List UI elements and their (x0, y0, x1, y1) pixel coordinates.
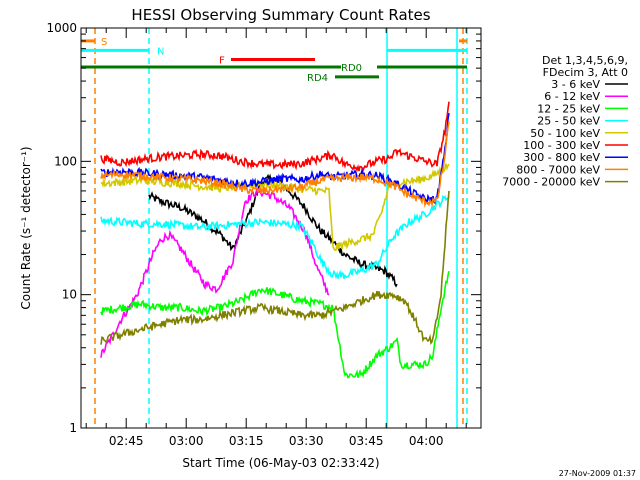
y-tick-label: 10 (62, 288, 77, 302)
flag-label: F (219, 56, 225, 67)
series-line (100, 194, 450, 280)
timestamp-stamp: 27-Nov-2009 01:37 (559, 469, 636, 478)
y-tick-label: 1000 (46, 21, 77, 35)
legend-entry: 6 - 12 keV (544, 90, 600, 103)
y-axis-title: Count Rate (s⁻¹ detector⁻¹) (19, 146, 33, 309)
legend-entry: 7000 - 20000 keV (502, 176, 600, 189)
y-axis: 1 10 100 1000 (46, 21, 481, 435)
flag-label: S (101, 37, 107, 48)
x-tick-label: 03:15 (229, 434, 264, 448)
legend-entry: 3 - 6 keV (551, 78, 600, 91)
legend-header: Det 1,3,4,5,6,9, (542, 54, 628, 67)
x-tick-label: 04:00 (409, 434, 444, 448)
x-tick-label: 02:45 (109, 434, 144, 448)
series-line (100, 185, 330, 358)
plot-frame (80, 27, 482, 429)
flag-label: RD4 (307, 73, 328, 84)
legend-entry: 12 - 25 keV (537, 102, 600, 115)
x-tick-label: 03:45 (349, 434, 384, 448)
legend-header: FDecim 3, Att 0 (543, 66, 628, 79)
legend-entry: 300 - 800 keV (523, 151, 600, 164)
series-line (100, 271, 450, 379)
legend-entry: 25 - 50 keV (537, 115, 600, 128)
legend-entry: 50 - 100 keV (530, 127, 600, 140)
chart-title: HESSI Observing Summary Count Rates (131, 6, 430, 24)
series-line (100, 121, 450, 209)
legend: Det 1,3,4,5,6,9,FDecim 3, Att 03 - 6 keV… (502, 54, 628, 189)
x-axis-title: Start Time (06-May-03 02:33:42) (182, 456, 379, 470)
series-line (100, 190, 450, 345)
legend-entry: 800 - 7000 keV (516, 163, 600, 176)
x-tick-label: 03:30 (289, 434, 324, 448)
flag-label: RD0 (341, 63, 362, 74)
x-axis: 02:45 03:00 03:15 03:30 03:45 04:00 (85, 28, 467, 448)
y-tick-label: 100 (54, 154, 77, 168)
x-tick-label: 03:00 (169, 434, 204, 448)
y-tick-label: 1 (69, 421, 77, 435)
series-line (100, 101, 450, 173)
flag-label: N (157, 46, 164, 57)
legend-entry: 100 - 300 keV (523, 139, 600, 152)
